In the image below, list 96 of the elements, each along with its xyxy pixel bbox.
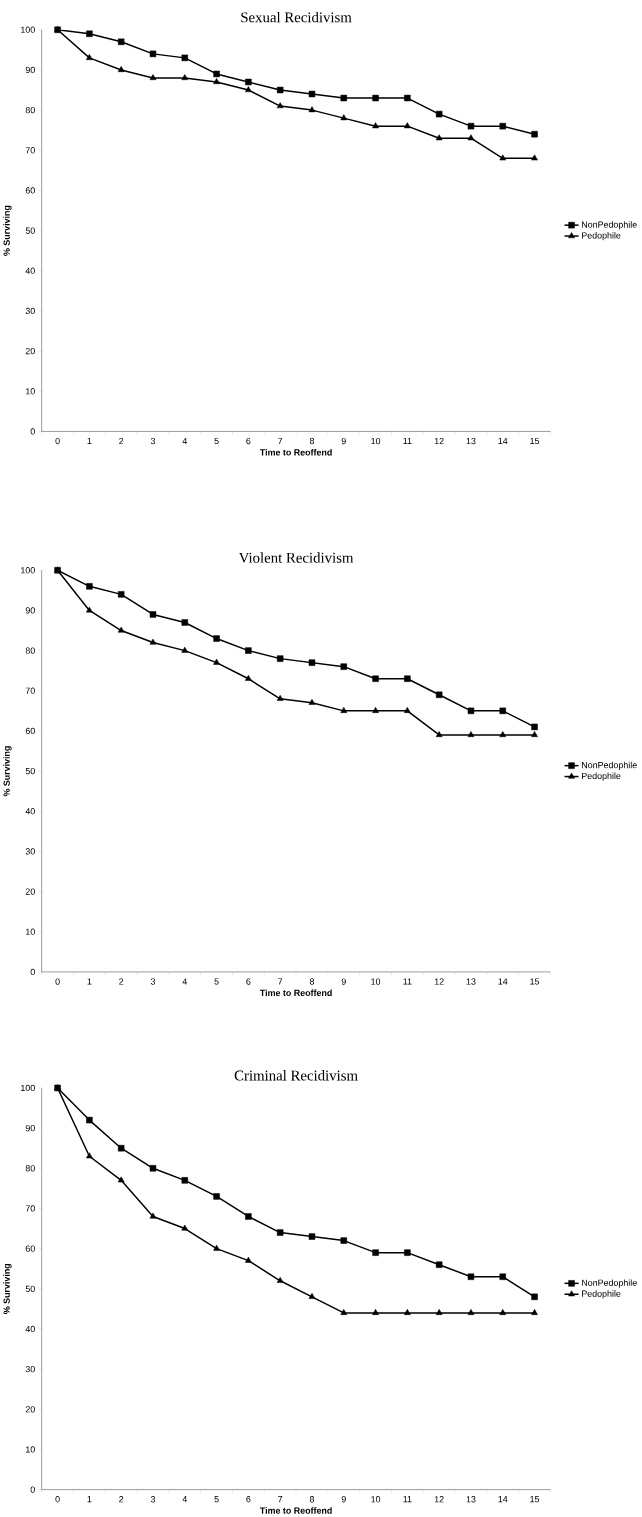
y-tick-label: 10 — [25, 928, 35, 935]
y-tick-label: 50 — [25, 767, 35, 775]
x-tick-label: 5 — [214, 1496, 219, 1503]
x-tick-label: 4 — [182, 1496, 187, 1503]
y-tick-label: 20 — [25, 1406, 35, 1413]
x-tick-label: 0 — [55, 437, 60, 445]
x-tick-label: 10 — [371, 1496, 381, 1503]
x-tick-label: 11 — [403, 978, 412, 985]
x-tick-label: 5 — [214, 437, 219, 445]
x-tick-label: 14 — [498, 437, 508, 445]
y-tick-label: 70 — [25, 147, 35, 154]
x-tick-label: 15 — [530, 437, 540, 445]
y-tick-label: 60 — [25, 187, 35, 194]
x-tick-label: 6 — [246, 1496, 251, 1503]
y-tick-label: 30 — [25, 307, 35, 315]
x-tick-label: 1 — [87, 1496, 92, 1503]
chart-title: Violent Recidivism — [238, 552, 354, 563]
x-tick-label: 0 — [55, 1496, 60, 1503]
x-tick-label: 11 — [403, 437, 412, 445]
y-tick-label: 100 — [21, 567, 35, 574]
x-tick-label: 1 — [87, 437, 92, 445]
y-tick-label: 20 — [25, 347, 35, 355]
x-tick-label: 10 — [371, 437, 381, 445]
y-tick-label: 90 — [25, 66, 35, 74]
x-tick-label: 9 — [341, 437, 346, 445]
x-tick-label: 3 — [150, 437, 156, 445]
x-tick-label: 9 — [341, 978, 346, 985]
y-tick-label: 50 — [25, 1285, 35, 1292]
y-tick-label: 90 — [25, 607, 35, 614]
x-tick-label: 6 — [246, 978, 251, 985]
x-tick-label: 0 — [55, 978, 60, 985]
y-tick-label: 40 — [25, 1325, 35, 1333]
y-tick-label: 60 — [25, 1245, 35, 1252]
x-tick-label: 14 — [498, 978, 508, 985]
y-tick-label: 0 — [30, 428, 35, 435]
y-tick-label: 90 — [25, 1124, 35, 1132]
x-tick-label: 5 — [214, 978, 219, 985]
y-tick-label: 60 — [25, 727, 35, 735]
y-tick-label: 40 — [25, 808, 35, 815]
chart-title: Sexual Recidivism — [241, 11, 352, 23]
y-tick-label: 30 — [25, 848, 35, 855]
x-tick-label: 15 — [530, 1496, 540, 1503]
x-axis-title: Time to Reoffend — [259, 448, 332, 456]
x-tick-label: 8 — [309, 978, 315, 985]
x-tick-label: 12 — [434, 978, 444, 985]
legend-label: Pedophile — [581, 772, 621, 781]
y-tick-label: 0 — [30, 968, 35, 976]
y-axis-title: % Surviving — [3, 1263, 12, 1315]
x-tick-label: 7 — [278, 978, 283, 985]
x-tick-label: 7 — [278, 437, 283, 445]
legend-label: Pedophile — [581, 232, 621, 241]
x-tick-label: 12 — [434, 1496, 444, 1503]
y-tick-label: 10 — [25, 388, 35, 395]
y-tick-label: 100 — [21, 26, 35, 33]
x-tick-label: 3 — [150, 1496, 156, 1503]
y-tick-label: 80 — [25, 647, 35, 654]
x-tick-label: 8 — [309, 1496, 315, 1503]
x-tick-label: 2 — [119, 437, 124, 445]
x-tick-label: 2 — [119, 978, 124, 985]
legend-label: NonPedophile — [581, 221, 637, 230]
x-tick-label: 12 — [434, 437, 444, 445]
y-tick-label: 70 — [25, 687, 35, 694]
x-tick-label: 4 — [182, 978, 187, 985]
y-axis-title: % Surviving — [3, 205, 12, 256]
x-tick-label: 15 — [530, 978, 540, 985]
chart-title: Criminal Recidivism — [234, 1070, 358, 1081]
y-tick-label: 10 — [25, 1446, 35, 1453]
legend-label: Pedophile — [581, 1290, 621, 1299]
x-tick-label: 1 — [87, 978, 92, 985]
x-tick-label: 13 — [466, 978, 476, 985]
x-tick-label: 9 — [341, 1496, 346, 1503]
y-tick-label: 50 — [25, 227, 35, 234]
x-tick-label: 7 — [278, 1496, 283, 1503]
x-tick-label: 4 — [182, 437, 187, 445]
x-tick-label: 2 — [119, 1496, 124, 1503]
x-tick-label: 13 — [466, 1496, 476, 1503]
x-tick-label: 10 — [371, 978, 381, 985]
y-tick-label: 20 — [25, 888, 35, 895]
y-tick-label: 0 — [30, 1486, 35, 1493]
y-tick-label: 100 — [21, 1084, 35, 1092]
y-axis-title: % Surviving — [3, 746, 12, 797]
legend-label: NonPedophile — [581, 761, 637, 770]
x-axis-title: Time to Reoffend — [259, 1507, 332, 1514]
x-tick-label: 6 — [246, 437, 251, 445]
y-tick-label: 80 — [25, 1165, 35, 1172]
y-tick-label: 80 — [25, 106, 35, 114]
y-tick-label: 40 — [25, 267, 35, 274]
x-tick-label: 3 — [150, 978, 156, 985]
x-axis-title: Time to Reoffend — [259, 989, 332, 997]
legend-label: NonPedophile — [581, 1279, 637, 1288]
x-tick-label: 14 — [498, 1496, 508, 1503]
y-tick-label: 30 — [25, 1365, 35, 1373]
y-tick-label: 70 — [25, 1205, 35, 1212]
x-tick-label: 13 — [466, 437, 476, 445]
x-tick-label: 11 — [403, 1496, 412, 1503]
x-tick-label: 8 — [309, 437, 315, 445]
